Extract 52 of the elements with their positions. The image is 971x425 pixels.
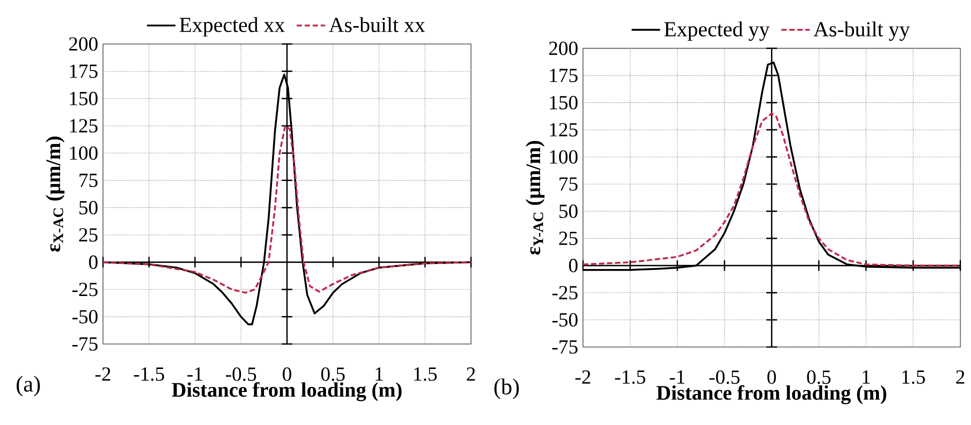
x-axis-title: Distance from loading (m) [656,385,886,404]
y-tick-label: 150 [70,92,98,106]
x-tick-label: 0.5 [321,367,345,381]
y-tick-label: -75 [72,337,98,351]
y-tick-label: 75 [560,177,578,191]
x-tick-label: -1 [187,367,202,381]
text: (a) [16,376,40,396]
y-tick-label: -25 [72,282,98,296]
y-tick-label: -50 [72,310,98,324]
x-tick-label: 0 [767,370,776,384]
legend-label: Expected xx [180,17,285,36]
legend-label: Expected yy [664,21,770,41]
x-tick-label: 1.5 [414,367,437,381]
y-tick-label: -25 [552,286,578,300]
y-tick-label: -75 [552,340,578,354]
y-tick-label: 0 [569,258,578,272]
legend-label: As-built yy [814,21,910,41]
x-tick-label: 2 [466,367,475,381]
y-tick-label: 25 [559,232,578,246]
x-tick-label: 1 [862,370,870,384]
x-tick-label: -2 [95,367,110,381]
text: (b) [494,378,519,400]
x-tick-label: 0 [282,367,292,381]
y-tick-label: 125 [70,119,98,133]
y-axis-title: ε$_{X-AC}$ (μm/m) [46,136,64,252]
y-tick-label: 150 [550,96,578,110]
y-tick-label: 50 [559,204,578,218]
y-tick-label: 100 [70,146,98,160]
x-tick-label: 1.5 [902,370,925,384]
y-tick-label: 100 [550,150,578,164]
x-tick-label: 0.5 [807,370,831,384]
y-tick-label: -50 [552,313,578,327]
legend-label: As-built xx [328,17,426,32]
x-tick-label: -0.5 [709,370,740,384]
x-tick-label: 1 [376,367,383,381]
x-axis-title: Distance from loading (m) [172,382,402,402]
x-tick-label: -1.5 [615,370,646,384]
y-tick-label: 50 [79,200,98,214]
y-tick-label: 200 [549,42,578,56]
x-tick-label: 2 [956,370,964,384]
x-tick-label: -1.5 [134,367,164,381]
y-tick-label: 0 [89,255,98,269]
y-tick-label: 200 [69,37,98,51]
y-tick-label: 25 [79,228,98,242]
x-tick-label: -0.5 [226,367,256,381]
y-tick-label: 175 [550,68,578,82]
y-axis-title: ε$_{Y-AC}$ (μm/m) [526,140,544,255]
x-tick-label: -1 [670,370,684,384]
y-tick-label: 175 [70,64,98,78]
x-tick-label: -2 [575,370,590,384]
y-tick-label: 125 [550,123,578,136]
y-tick-label: 75 [80,174,98,187]
